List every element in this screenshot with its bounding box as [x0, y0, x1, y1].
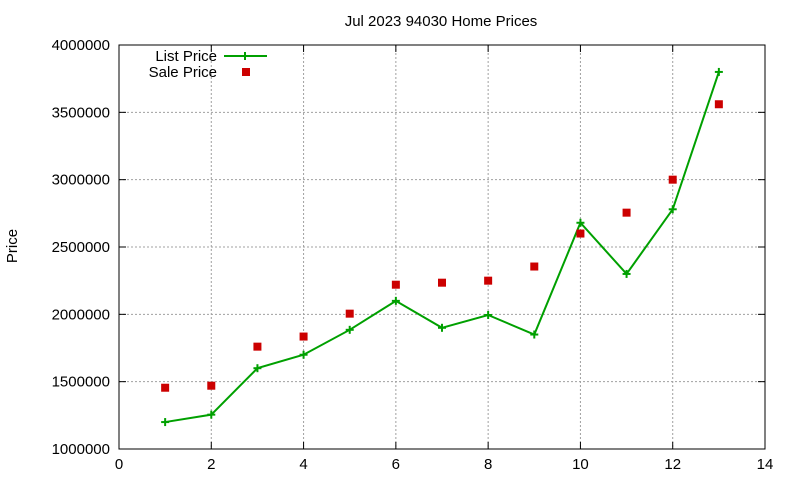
- sale-price-point: [438, 278, 446, 287]
- x-tick-label: 6: [392, 456, 400, 473]
- legend-label-sale-price: Sale Price: [149, 64, 217, 81]
- list-price-point: [484, 311, 493, 320]
- x-tick-label: 8: [484, 456, 492, 473]
- x-tick-label: 0: [115, 456, 123, 473]
- y-tick-label: 3000000: [52, 172, 110, 189]
- sale-price-point: [161, 383, 170, 392]
- sale-price-point: [668, 175, 677, 184]
- sale-price-point: [253, 342, 262, 351]
- y-tick-label: 4000000: [52, 37, 110, 54]
- y-tick-label: 1500000: [52, 374, 110, 391]
- list-price-point: [714, 67, 723, 76]
- x-tick-label: 4: [299, 456, 307, 473]
- y-tick-label: 1000000: [52, 441, 110, 458]
- chart-title: Jul 2023 94030 Home Prices: [345, 13, 538, 30]
- list-price-point: [299, 350, 308, 359]
- x-tick-label: 2: [207, 456, 215, 473]
- sale-price-point: [714, 100, 723, 109]
- y-axis-label: Price: [4, 229, 21, 263]
- sale-price-point: [622, 208, 631, 217]
- grid: [119, 45, 765, 449]
- list-price-point: [391, 296, 400, 305]
- y-tick-label: 2500000: [52, 239, 110, 256]
- sale-price-point: [299, 332, 308, 341]
- list-price-point: [576, 218, 585, 227]
- x-tick-label: 12: [664, 456, 681, 473]
- list-price-point: [161, 418, 170, 427]
- legend-label-list-price: List Price: [155, 48, 217, 65]
- series: [161, 67, 723, 427]
- list-price-point: [530, 330, 539, 339]
- sale-price-point: [207, 381, 216, 390]
- list-price-point: [438, 323, 446, 332]
- sale-price-point: [391, 280, 400, 289]
- list-price-point: [622, 269, 631, 278]
- list-price-series: [161, 67, 723, 427]
- x-tick-label: 10: [572, 456, 589, 473]
- sale-price-point: [576, 229, 585, 238]
- axis-ticks: 0 2 4 6 8 10 12 14 1000000 1500000 2000000 2500000 3…: [52, 37, 774, 473]
- sale-price-series: [161, 100, 723, 392]
- list-price-point: [345, 325, 354, 334]
- legend-marker-list-price: [241, 52, 249, 60]
- list-price-point: [668, 205, 677, 214]
- sale-price-point: [530, 262, 539, 271]
- sale-price-point: [484, 276, 493, 285]
- x-tick-label: 14: [757, 456, 774, 473]
- y-tick-label: 3500000: [52, 104, 110, 121]
- list-price-point: [253, 364, 262, 373]
- legend-swatch-sale-price: [242, 68, 250, 76]
- y-tick-label: 2000000: [52, 306, 110, 323]
- sale-price-point: [345, 309, 354, 318]
- list-price-point: [207, 410, 216, 419]
